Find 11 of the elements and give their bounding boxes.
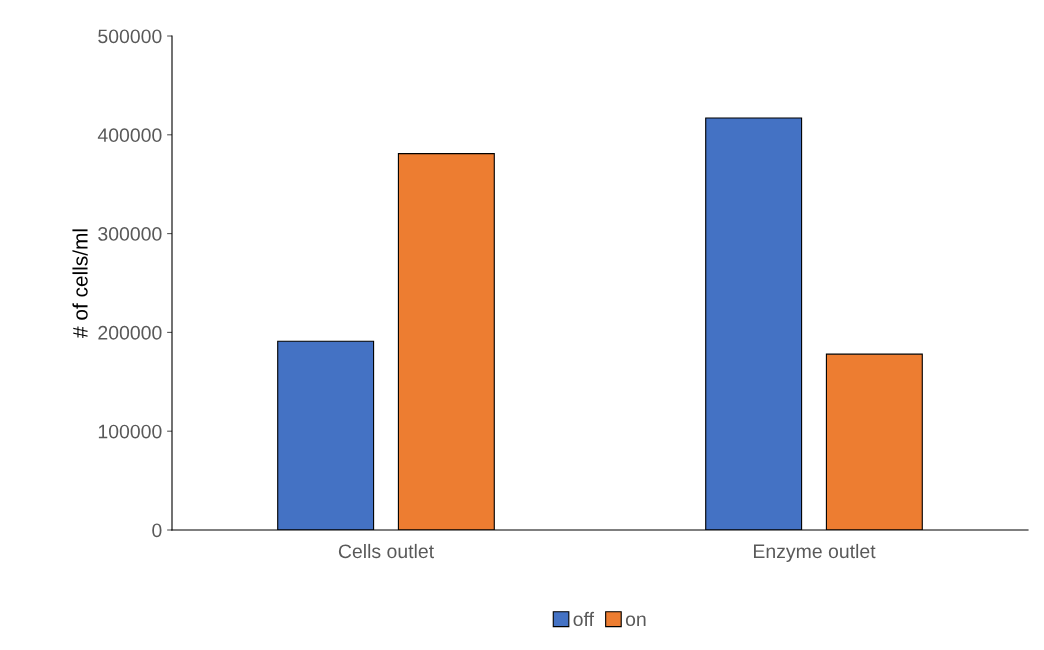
x-tick-label: Enzyme outlet (753, 543, 876, 563)
y-tick-label: 0 (152, 523, 162, 538)
y-axis-title: # of cells/ml (72, 229, 88, 338)
y-tick-label: 500000 (98, 29, 162, 44)
y-tick-label: 300000 (98, 227, 162, 241)
y-tick-label: 100000 (98, 424, 162, 439)
legend-label: off (573, 611, 595, 627)
legend-label: on (625, 615, 646, 627)
y-tick-label: 200000 (98, 325, 162, 340)
y-tick-label: 400000 (97, 128, 162, 143)
x-tick-label: Cells outlet (338, 543, 434, 559)
